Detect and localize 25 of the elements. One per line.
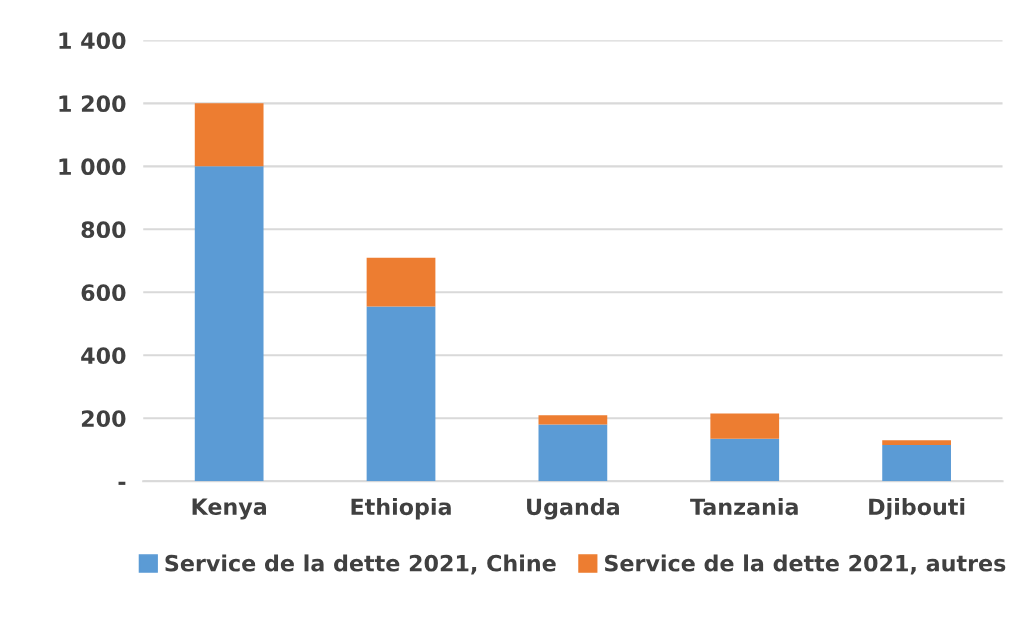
- y-tick-label: 600: [81, 284, 126, 302]
- x-tick-label: Djibouti: [869, 497, 965, 520]
- y-tick-label: 200: [81, 410, 126, 428]
- bar: [194, 103, 264, 167]
- x-tick-label: Kenya: [192, 498, 267, 520]
- y-tick-label: 1 000: [59, 158, 126, 176]
- y-tick-label: 400: [81, 347, 126, 365]
- bar: [882, 445, 951, 482]
- legend-label: Service de la dette 2021, Chine: [165, 554, 556, 575]
- bar: [366, 257, 436, 307]
- legend-label: Service de la dette 2021, autres: [605, 554, 1006, 575]
- bar: [194, 166, 264, 482]
- y-tick-label: 800: [81, 221, 126, 239]
- x-tick-label: Ethiopia: [351, 497, 451, 520]
- bar: [710, 438, 780, 482]
- bar: [882, 440, 951, 446]
- y-tick-label: -: [118, 481, 126, 485]
- bar: [538, 424, 608, 482]
- bar: [366, 306, 436, 482]
- bar: [710, 413, 780, 439]
- y-tick-label: 1 400: [59, 32, 126, 50]
- x-tick-label: Uganda: [527, 497, 619, 520]
- x-tick-label: Tanzania: [690, 497, 798, 516]
- bar: [538, 415, 608, 425]
- y-tick-label: 1 200: [59, 95, 126, 113]
